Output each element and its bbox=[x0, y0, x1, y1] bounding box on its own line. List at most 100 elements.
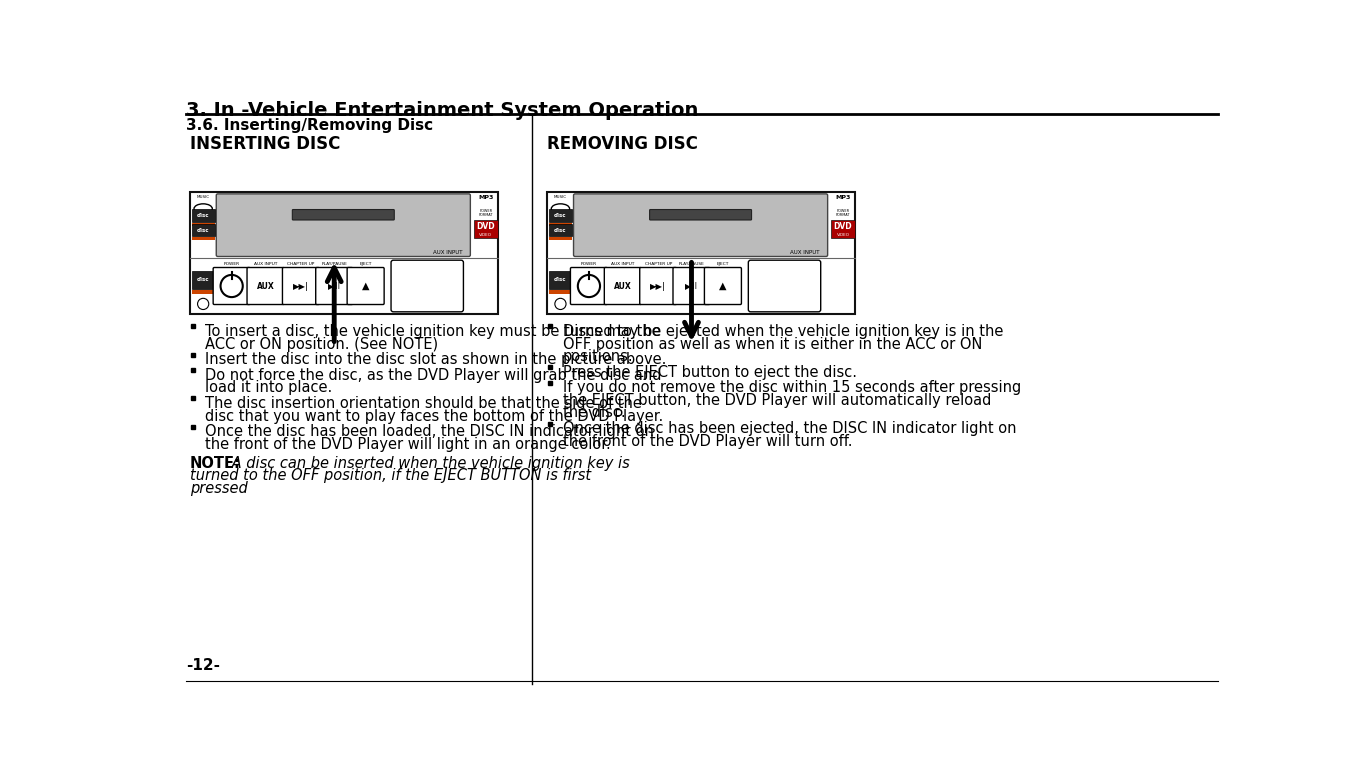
FancyBboxPatch shape bbox=[216, 194, 470, 257]
Text: disc: disc bbox=[555, 277, 567, 282]
Text: Press the EJECT button to eject the disc.: Press the EJECT button to eject the disc… bbox=[563, 365, 856, 380]
Text: POWER: POWER bbox=[479, 208, 492, 212]
Circle shape bbox=[221, 275, 242, 297]
FancyBboxPatch shape bbox=[282, 267, 319, 305]
Text: DVD: DVD bbox=[477, 222, 495, 231]
FancyBboxPatch shape bbox=[548, 192, 855, 314]
Text: OFF position as well as when it is either in the ACC or ON: OFF position as well as when it is eithe… bbox=[563, 336, 982, 352]
Text: MP3: MP3 bbox=[478, 195, 493, 201]
Text: AUX: AUX bbox=[614, 281, 632, 291]
FancyBboxPatch shape bbox=[549, 271, 573, 289]
Text: Insert the disc into the disc slot as shown in the picture above.: Insert the disc into the disc slot as sh… bbox=[206, 352, 667, 367]
FancyBboxPatch shape bbox=[192, 209, 215, 222]
Text: positions.: positions. bbox=[563, 349, 633, 364]
Text: disc: disc bbox=[197, 277, 210, 282]
Text: REMOVING DISC: REMOVING DISC bbox=[548, 136, 699, 153]
FancyBboxPatch shape bbox=[640, 267, 677, 305]
Text: disc that you want to play faces the bottom of the DVD Player.: disc that you want to play faces the bot… bbox=[206, 408, 663, 424]
Text: Discs may be ejected when the vehicle ignition key is in the: Discs may be ejected when the vehicle ig… bbox=[563, 324, 1003, 339]
Text: ▶▶|: ▶▶| bbox=[651, 281, 666, 291]
FancyBboxPatch shape bbox=[832, 220, 855, 239]
Text: EJECT: EJECT bbox=[717, 262, 729, 266]
FancyBboxPatch shape bbox=[549, 224, 573, 236]
FancyBboxPatch shape bbox=[192, 271, 215, 289]
FancyBboxPatch shape bbox=[748, 260, 821, 312]
Text: turned to the OFF position, if the EJECT BUTTON is first: turned to the OFF position, if the EJECT… bbox=[190, 468, 592, 483]
Text: AUX INPUT: AUX INPUT bbox=[433, 250, 463, 255]
Text: NOTE:: NOTE: bbox=[190, 456, 241, 470]
Text: disc: disc bbox=[197, 213, 210, 218]
Text: INSERTING DISC: INSERTING DISC bbox=[190, 136, 341, 153]
Text: CHAPTER UP: CHAPTER UP bbox=[288, 262, 315, 266]
Text: load it into place.: load it into place. bbox=[206, 381, 333, 395]
Text: AUX INPUT: AUX INPUT bbox=[790, 250, 819, 255]
Text: the EJECT button, the DVD Player will automatically reload: the EJECT button, the DVD Player will au… bbox=[563, 393, 991, 408]
Text: CHAPTER UP: CHAPTER UP bbox=[644, 262, 671, 266]
FancyBboxPatch shape bbox=[549, 209, 573, 222]
Text: the front of the DVD Player will turn off.: the front of the DVD Player will turn of… bbox=[563, 434, 852, 449]
Text: MUSIC: MUSIC bbox=[553, 195, 567, 199]
Text: disc: disc bbox=[197, 228, 210, 232]
Text: MUSIC: MUSIC bbox=[197, 195, 210, 199]
FancyBboxPatch shape bbox=[649, 209, 752, 220]
FancyBboxPatch shape bbox=[549, 222, 573, 226]
Circle shape bbox=[197, 298, 208, 309]
Text: 3. In -Vehicle Entertainment System Operation: 3. In -Vehicle Entertainment System Oper… bbox=[186, 102, 699, 120]
Text: POWER: POWER bbox=[837, 208, 849, 212]
Text: AUX: AUX bbox=[256, 281, 274, 291]
Text: ▶/II: ▶/II bbox=[327, 281, 341, 291]
Text: 3.6. Inserting/Removing Disc: 3.6. Inserting/Removing Disc bbox=[186, 119, 433, 133]
FancyBboxPatch shape bbox=[347, 267, 384, 305]
Text: POWER: POWER bbox=[581, 262, 597, 266]
FancyBboxPatch shape bbox=[604, 267, 641, 305]
Text: MP3: MP3 bbox=[836, 195, 851, 201]
Text: EJECT: EJECT bbox=[359, 262, 371, 266]
FancyBboxPatch shape bbox=[673, 267, 710, 305]
Text: disc: disc bbox=[555, 228, 567, 232]
Text: A disc can be inserted when the vehicle ignition key is: A disc can be inserted when the vehicle … bbox=[227, 456, 630, 470]
FancyBboxPatch shape bbox=[214, 267, 251, 305]
Text: VIDEO: VIDEO bbox=[479, 232, 492, 236]
Text: POWER: POWER bbox=[223, 262, 240, 266]
FancyBboxPatch shape bbox=[247, 267, 284, 305]
Text: PLAY/PAUSE: PLAY/PAUSE bbox=[322, 262, 347, 266]
Text: ▲: ▲ bbox=[362, 281, 370, 291]
FancyBboxPatch shape bbox=[192, 224, 215, 236]
FancyBboxPatch shape bbox=[390, 260, 463, 312]
FancyBboxPatch shape bbox=[574, 194, 827, 257]
Text: PLAY/PAUSE: PLAY/PAUSE bbox=[678, 262, 704, 266]
FancyBboxPatch shape bbox=[315, 267, 352, 305]
FancyBboxPatch shape bbox=[192, 237, 215, 240]
Text: DVD: DVD bbox=[834, 222, 852, 231]
FancyBboxPatch shape bbox=[192, 222, 215, 226]
Text: -12-: -12- bbox=[186, 658, 221, 673]
Text: FORMAT: FORMAT bbox=[478, 212, 493, 217]
Text: The disc insertion orientation should be that the side of the: The disc insertion orientation should be… bbox=[206, 396, 643, 411]
Ellipse shape bbox=[195, 204, 212, 214]
Text: pressed: pressed bbox=[190, 480, 248, 495]
Text: Once the disc has been ejected, the DISC IN indicator light on: Once the disc has been ejected, the DISC… bbox=[563, 421, 1017, 436]
Text: ▶▶|: ▶▶| bbox=[293, 281, 308, 291]
Text: ▲: ▲ bbox=[719, 281, 726, 291]
FancyBboxPatch shape bbox=[474, 220, 497, 239]
FancyBboxPatch shape bbox=[570, 267, 607, 305]
Text: VIDEO: VIDEO bbox=[837, 232, 849, 236]
FancyBboxPatch shape bbox=[549, 237, 573, 240]
Text: Once the disc has been loaded, the DISC IN indicator light on: Once the disc has been loaded, the DISC … bbox=[206, 424, 655, 439]
Text: disc: disc bbox=[555, 213, 567, 218]
Text: the front of the DVD Player will light in an orange color.: the front of the DVD Player will light i… bbox=[206, 437, 611, 452]
Text: the disc.: the disc. bbox=[563, 405, 625, 421]
Text: To insert a disc, the vehicle ignition key must be turned to the: To insert a disc, the vehicle ignition k… bbox=[206, 324, 662, 339]
Text: If you do not remove the disc within 15 seconds after pressing: If you do not remove the disc within 15 … bbox=[563, 381, 1021, 395]
Ellipse shape bbox=[551, 204, 570, 214]
Circle shape bbox=[555, 298, 566, 309]
Text: AUX INPUT: AUX INPUT bbox=[253, 262, 277, 266]
FancyBboxPatch shape bbox=[704, 267, 741, 305]
FancyBboxPatch shape bbox=[190, 192, 499, 314]
FancyBboxPatch shape bbox=[192, 290, 215, 294]
FancyBboxPatch shape bbox=[292, 209, 395, 220]
Text: FORMAT: FORMAT bbox=[836, 212, 851, 217]
Text: ACC or ON position. (See NOTE): ACC or ON position. (See NOTE) bbox=[206, 336, 438, 352]
FancyBboxPatch shape bbox=[549, 290, 573, 294]
Text: ▶/II: ▶/II bbox=[685, 281, 697, 291]
